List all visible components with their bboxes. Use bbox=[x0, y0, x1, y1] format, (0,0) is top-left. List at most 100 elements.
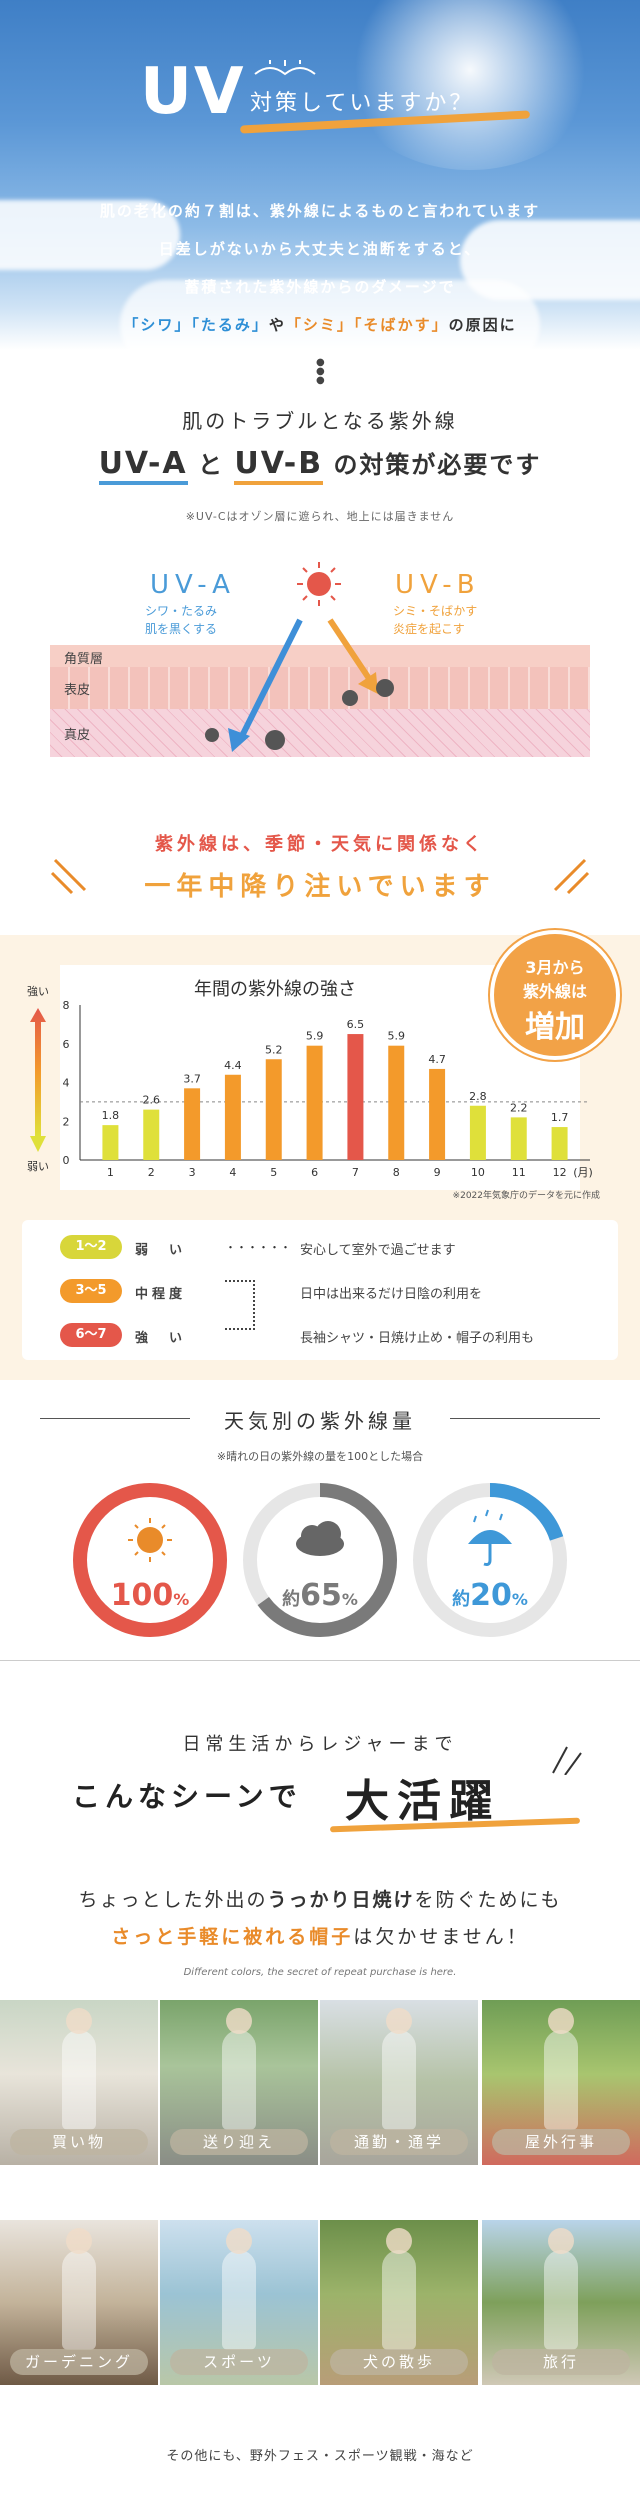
umbrella-icon bbox=[468, 1509, 512, 1566]
scene-label: スポーツ bbox=[170, 2349, 308, 2375]
footer-text: その他にも、野外フェス・スポーツ観戦・海など bbox=[166, 2449, 474, 2464]
sunglasses-icon bbox=[254, 60, 316, 76]
hero-text-1: 肌の老化の約７割は、紫外線によるものと言われています bbox=[99, 202, 541, 220]
bar bbox=[306, 1045, 323, 1160]
level-desc: 安心して室外で過ごせます bbox=[300, 1243, 456, 1258]
data-label: 6.5 bbox=[347, 1018, 365, 1031]
bar bbox=[551, 1127, 568, 1160]
person-head bbox=[66, 2008, 92, 2034]
x-tick-label: 8 bbox=[393, 1166, 400, 1179]
x-tick-label: 11 bbox=[512, 1166, 526, 1179]
x-tick-label: 9 bbox=[434, 1166, 441, 1179]
scene-photo: 通勤・通学 bbox=[320, 2000, 478, 2165]
hero-title: UV bbox=[140, 55, 246, 129]
hero-text-2: 日差しがないから大丈夫と油断をすると、 bbox=[158, 240, 482, 258]
weather-donut: 100% bbox=[70, 1480, 230, 1640]
bar bbox=[347, 1034, 364, 1160]
intensity-arrow-head-icon bbox=[30, 1136, 46, 1152]
sun-icon bbox=[128, 1518, 172, 1562]
scene-photo: 送り迎え bbox=[160, 2000, 318, 2165]
accent-lines-icon bbox=[552, 1746, 582, 1775]
person-figure bbox=[222, 2030, 256, 2130]
person-figure bbox=[222, 2250, 256, 2350]
badge-line-2: 紫外線は bbox=[522, 982, 587, 1001]
donut-prefix: 約 bbox=[452, 1589, 471, 1610]
badge-line-3: 増加 bbox=[525, 1010, 585, 1045]
chart-source: ※2022年気象庁のデータを元に作成 bbox=[453, 1189, 600, 1201]
person-figure bbox=[62, 2030, 96, 2130]
uva-heading: UV-A bbox=[98, 446, 188, 485]
donut-unit: % bbox=[341, 1590, 358, 1609]
scene-label: ガーデニング bbox=[10, 2349, 148, 2375]
x-tick-label: 1 bbox=[107, 1166, 114, 1179]
donut-ring bbox=[73, 1483, 227, 1637]
data-label: 2.2 bbox=[510, 1101, 528, 1114]
uvb-desc-2: 炎症を起こす bbox=[393, 622, 465, 636]
hero-text-4d: の原因に bbox=[448, 316, 517, 334]
scene-label: 通勤・通学 bbox=[330, 2129, 468, 2155]
person-figure bbox=[544, 2250, 578, 2350]
data-label: 5.2 bbox=[265, 1043, 283, 1056]
sentence-2: さっと手軽に被れる帽子は欠かせません！ bbox=[0, 1922, 640, 1949]
level-dots: ・・・・・・ bbox=[225, 1241, 291, 1254]
x-tick-label: 3 bbox=[189, 1166, 196, 1179]
x-tick-label: 10 bbox=[471, 1166, 485, 1179]
scene-label: 旅行 bbox=[492, 2349, 630, 2375]
x-tick-label: 5 bbox=[270, 1166, 277, 1179]
y-tick-label: 8 bbox=[63, 999, 70, 1012]
scene-photo: 買い物 bbox=[0, 2000, 158, 2165]
weather-donut: 約65% bbox=[240, 1480, 400, 1640]
x-unit-label: (月) bbox=[573, 1166, 593, 1179]
level-range-badge: 3〜5 bbox=[60, 1279, 122, 1303]
donut-value: 約20% bbox=[410, 1578, 570, 1613]
layer-label-1: 角質層 bbox=[64, 652, 104, 667]
level-range-badge: 1〜2 bbox=[60, 1235, 122, 1259]
bar bbox=[224, 1074, 241, 1160]
trouble-title: 肌のトラブルとなる紫外線 bbox=[182, 409, 458, 433]
chart-title: 年間の紫外線の強さ bbox=[194, 979, 356, 1000]
weather-note: ※晴れの日の紫外線の量を100とした場合 bbox=[216, 1450, 424, 1463]
donut-number: 100 bbox=[110, 1578, 174, 1613]
season-line-1: 紫外線は、季節・天気に関係なく bbox=[155, 834, 485, 855]
uva-desc: シワ・たるみ 肌を黒くする bbox=[145, 602, 217, 638]
bar bbox=[143, 1109, 160, 1160]
sentence-1b: うっかり日焼け bbox=[267, 1889, 415, 1911]
person-head bbox=[226, 2008, 252, 2034]
x-tick-label: 2 bbox=[148, 1166, 155, 1179]
person-figure bbox=[382, 2250, 416, 2350]
season-line-2: 一年中降り注いでいます bbox=[144, 872, 496, 902]
hero-highlight-a: 「シワ」「たるみ」 bbox=[123, 316, 269, 334]
person-figure bbox=[382, 2030, 416, 2130]
bar bbox=[102, 1125, 119, 1160]
person-head bbox=[548, 2008, 574, 2034]
y-tick-label: 6 bbox=[63, 1038, 70, 1051]
data-label: 2.8 bbox=[469, 1090, 487, 1103]
accent-lines-right-icon bbox=[553, 858, 590, 895]
scene-label: 屋外行事 bbox=[492, 2129, 630, 2155]
y-tick-label: 4 bbox=[63, 1077, 70, 1090]
uva-label: UV-A bbox=[150, 570, 236, 600]
x-tick-label: 6 bbox=[311, 1166, 318, 1179]
y-tick-label: 0 bbox=[63, 1154, 70, 1167]
scene-label: 買い物 bbox=[10, 2129, 148, 2155]
donut-ring bbox=[243, 1483, 397, 1637]
intensity-arrow-icon bbox=[30, 1008, 46, 1136]
person-figure bbox=[544, 2030, 578, 2130]
daily-title: 日常生活からレジャーまで bbox=[182, 1734, 458, 1755]
level-bracket bbox=[225, 1280, 255, 1330]
skin-layer-stratum: 角質層 bbox=[50, 645, 590, 667]
scene-label: 送り迎え bbox=[170, 2129, 308, 2155]
sun-icon bbox=[297, 562, 341, 606]
vertical-dots: ● ● ● bbox=[316, 357, 325, 386]
uv-arrows bbox=[205, 618, 394, 752]
level-name: 弱 い bbox=[135, 1243, 187, 1258]
cloud-icon bbox=[296, 1521, 344, 1556]
uva-desc-2: 肌を黒くする bbox=[145, 622, 218, 636]
y-tick-label: 2 bbox=[63, 1115, 70, 1128]
scene-photo: 屋外行事 bbox=[482, 2000, 640, 2165]
donut-unit: % bbox=[173, 1590, 190, 1609]
weak-label: 弱い bbox=[27, 1160, 49, 1173]
x-tick-label: 7 bbox=[352, 1166, 359, 1179]
data-label: 1.7 bbox=[551, 1111, 569, 1124]
data-label: 3.7 bbox=[183, 1072, 201, 1085]
